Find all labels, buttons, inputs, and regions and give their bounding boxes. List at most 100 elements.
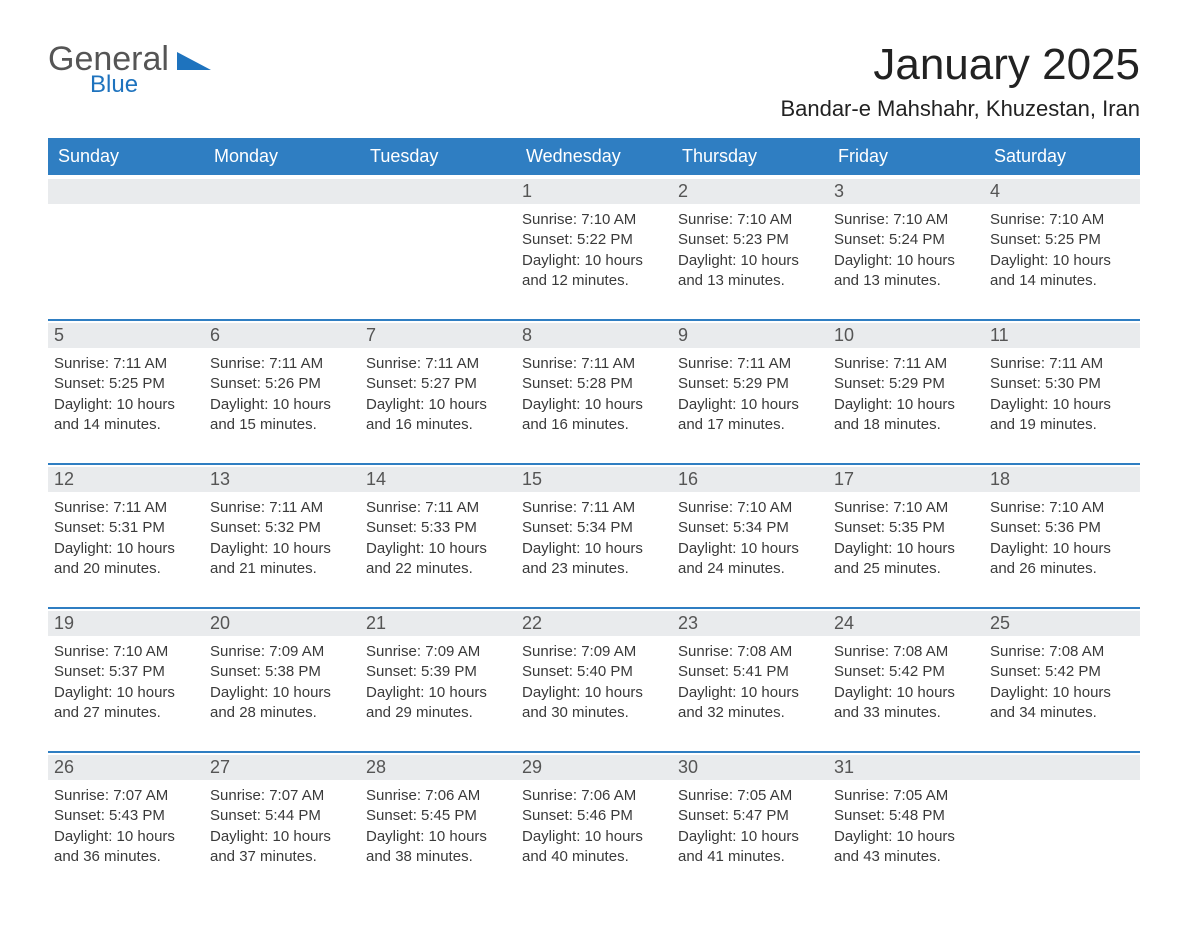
daylight-text: Daylight: 10 hours and 17 minutes. [678, 395, 822, 436]
calendar-cell: 2Sunrise: 7:10 AMSunset: 5:23 PMDaylight… [672, 175, 828, 319]
daylight-text: Daylight: 10 hours and 37 minutes. [210, 827, 354, 868]
sunset-text: Sunset: 5:44 PM [210, 806, 354, 826]
calendar-cell: 1Sunrise: 7:10 AMSunset: 5:22 PMDaylight… [516, 175, 672, 319]
calendar-cell: 5 Sunrise: 7:11 AMSunset: 5:25 PMDaylight… [48, 319, 204, 463]
day-number: 25 [984, 611, 1140, 636]
sunset-text: Sunset: 5:31 PM [54, 518, 198, 538]
week-divider [48, 319, 1140, 321]
calendar-cell [204, 175, 360, 319]
sunrise-text: Sunrise: 7:10 AM [678, 498, 822, 518]
day-details: Sunrise: 7:11 AMSunset: 5:29 PMDaylight:… [834, 354, 978, 435]
sunrise-text: Sunrise: 7:10 AM [990, 210, 1134, 230]
day-details: Sunrise: 7:09 AMSunset: 5:38 PMDaylight:… [210, 642, 354, 723]
sunrise-text: Sunrise: 7:11 AM [366, 354, 510, 374]
calendar-cell: 26Sunrise: 7:07 AMSunset: 5:43 PMDayligh… [48, 751, 204, 895]
sunset-text: Sunset: 5:45 PM [366, 806, 510, 826]
sunset-text: Sunset: 5:32 PM [210, 518, 354, 538]
day-details: Sunrise: 7:07 AMSunset: 5:43 PMDaylight:… [54, 786, 198, 867]
day-number: 18 [984, 467, 1140, 492]
daylight-text: Daylight: 10 hours and 14 minutes. [54, 395, 198, 436]
sunrise-text: Sunrise: 7:09 AM [366, 642, 510, 662]
daylight-text: Daylight: 10 hours and 15 minutes. [210, 395, 354, 436]
day-number [360, 179, 516, 204]
sunset-text: Sunset: 5:23 PM [678, 230, 822, 250]
day-number: 2 [672, 179, 828, 204]
title-block: January 2025 Bandar-e Mahshahr, Khuzesta… [780, 40, 1140, 122]
daylight-text: Daylight: 10 hours and 25 minutes. [834, 539, 978, 580]
sunset-text: Sunset: 5:27 PM [366, 374, 510, 394]
daylight-text: Daylight: 10 hours and 12 minutes. [522, 251, 666, 292]
sunrise-text: Sunrise: 7:06 AM [522, 786, 666, 806]
calendar-cell: 27 Sunrise: 7:07 AMSunset: 5:44 PMDayligh… [204, 751, 360, 895]
sunrise-text: Sunrise: 7:05 AM [678, 786, 822, 806]
sunrise-text: Sunrise: 7:11 AM [54, 354, 198, 374]
weekday-label: Tuesday [360, 138, 516, 175]
day-number: 12 [48, 467, 204, 492]
day-details: Sunrise: 7:11 AMSunset: 5:32 PMDaylight:… [210, 498, 354, 579]
weekday-label: Sunday [48, 138, 204, 175]
week-divider [48, 751, 1140, 753]
calendar-cell [360, 175, 516, 319]
calendar-cell: 3Sunrise: 7:10 AMSunset: 5:24 PMDaylight… [828, 175, 984, 319]
day-number: 1 [516, 179, 672, 204]
day-details: Sunrise: 7:10 AMSunset: 5:35 PMDaylight:… [834, 498, 978, 579]
weekday-label: Monday [204, 138, 360, 175]
weekday-label: Thursday [672, 138, 828, 175]
sunset-text: Sunset: 5:46 PM [522, 806, 666, 826]
sunrise-text: Sunrise: 7:09 AM [522, 642, 666, 662]
daylight-text: Daylight: 10 hours and 18 minutes. [834, 395, 978, 436]
calendar-cell: 4Sunrise: 7:10 AMSunset: 5:25 PMDaylight… [984, 175, 1140, 319]
daylight-text: Daylight: 10 hours and 30 minutes. [522, 683, 666, 724]
logo: General Blue [48, 40, 211, 99]
sunset-text: Sunset: 5:42 PM [990, 662, 1134, 682]
day-number: 4 [984, 179, 1140, 204]
sunrise-text: Sunrise: 7:11 AM [522, 354, 666, 374]
day-details: Sunrise: 7:11 AMSunset: 5:25 PMDaylight:… [54, 354, 198, 435]
page-title: January 2025 [780, 40, 1140, 90]
sunrise-text: Sunrise: 7:11 AM [210, 498, 354, 518]
day-number: 3 [828, 179, 984, 204]
sunset-text: Sunset: 5:37 PM [54, 662, 198, 682]
sunrise-text: Sunrise: 7:10 AM [678, 210, 822, 230]
day-number: 10 [828, 323, 984, 348]
sunset-text: Sunset: 5:38 PM [210, 662, 354, 682]
sunrise-text: Sunrise: 7:10 AM [990, 498, 1134, 518]
sunrise-text: Sunrise: 7:09 AM [210, 642, 354, 662]
daylight-text: Daylight: 10 hours and 16 minutes. [522, 395, 666, 436]
sunset-text: Sunset: 5:33 PM [366, 518, 510, 538]
day-number: 9 [672, 323, 828, 348]
sunset-text: Sunset: 5:28 PM [522, 374, 666, 394]
calendar-cell: 22Sunrise: 7:09 AMSunset: 5:40 PMDayligh… [516, 607, 672, 751]
day-number: 6 [204, 323, 360, 348]
sunset-text: Sunset: 5:26 PM [210, 374, 354, 394]
calendar-cell: 30Sunrise: 7:05 AMSunset: 5:47 PMDayligh… [672, 751, 828, 895]
sunrise-text: Sunrise: 7:10 AM [834, 210, 978, 230]
calendar-cell: 10 Sunrise: 7:11 AMSunset: 5:29 PMDayligh… [828, 319, 984, 463]
day-details: Sunrise: 7:09 AMSunset: 5:39 PMDaylight:… [366, 642, 510, 723]
day-details: Sunrise: 7:11 AMSunset: 5:26 PMDaylight:… [210, 354, 354, 435]
sunrise-text: Sunrise: 7:08 AM [990, 642, 1134, 662]
sunset-text: Sunset: 5:39 PM [366, 662, 510, 682]
sunrise-text: Sunrise: 7:11 AM [366, 498, 510, 518]
daylight-text: Daylight: 10 hours and 38 minutes. [366, 827, 510, 868]
day-number: 11 [984, 323, 1140, 348]
day-number: 21 [360, 611, 516, 636]
sunrise-text: Sunrise: 7:07 AM [210, 786, 354, 806]
calendar-cell: 15Sunrise: 7:11 AMSunset: 5:34 PMDayligh… [516, 463, 672, 607]
day-details: Sunrise: 7:10 AMSunset: 5:37 PMDaylight:… [54, 642, 198, 723]
calendar-cell: 24Sunrise: 7:08 AMSunset: 5:42 PMDayligh… [828, 607, 984, 751]
sunrise-text: Sunrise: 7:10 AM [522, 210, 666, 230]
sunrise-text: Sunrise: 7:08 AM [834, 642, 978, 662]
day-details: Sunrise: 7:08 AMSunset: 5:42 PMDaylight:… [990, 642, 1134, 723]
day-number: 28 [360, 755, 516, 780]
daylight-text: Daylight: 10 hours and 29 minutes. [366, 683, 510, 724]
calendar-cell: 29Sunrise: 7:06 AMSunset: 5:46 PMDayligh… [516, 751, 672, 895]
day-number: 5 [48, 323, 204, 348]
day-details: Sunrise: 7:11 AMSunset: 5:28 PMDaylight:… [522, 354, 666, 435]
sunset-text: Sunset: 5:42 PM [834, 662, 978, 682]
day-number: 27 [204, 755, 360, 780]
daylight-text: Daylight: 10 hours and 26 minutes. [990, 539, 1134, 580]
day-number: 15 [516, 467, 672, 492]
sunrise-text: Sunrise: 7:11 AM [522, 498, 666, 518]
daylight-text: Daylight: 10 hours and 33 minutes. [834, 683, 978, 724]
